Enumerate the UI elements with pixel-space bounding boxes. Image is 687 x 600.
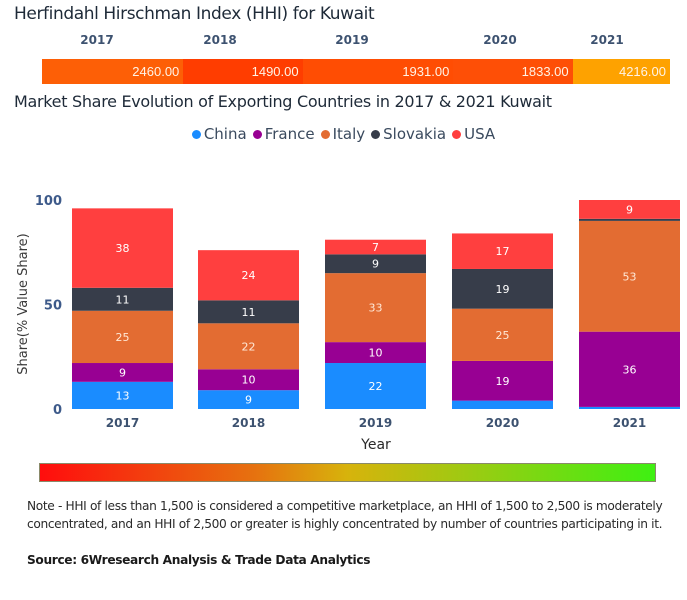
data-label: 53 <box>623 270 637 283</box>
data-label: 38 <box>116 242 130 255</box>
legend-item-slovakia[interactable]: Slovakia <box>371 125 446 143</box>
legend-label: China <box>203 125 247 143</box>
data-label: 7 <box>372 241 379 254</box>
bar-segment-italy-2020[interactable] <box>452 308 553 361</box>
data-label: 9 <box>245 394 252 407</box>
legend-dot-icon <box>252 129 262 139</box>
legend-item-china[interactable]: China <box>191 125 247 143</box>
data-label: 19 <box>496 283 510 296</box>
bar-segment-france-2017[interactable] <box>72 363 173 382</box>
hhi-year-2020: 2020 <box>483 33 517 47</box>
data-label: 10 <box>369 347 383 360</box>
hhi-year-2019: 2019 <box>335 33 369 47</box>
hhi-color-scale <box>39 463 656 482</box>
hhi-cell-2018: 1490.00 <box>183 59 303 84</box>
bar-segment-china-2019[interactable] <box>325 363 426 409</box>
legend-dot-icon <box>320 129 330 139</box>
bar-segment-slovakia-2020[interactable] <box>452 268 553 309</box>
legend-item-france[interactable]: France <box>252 125 315 143</box>
bar-segment-china-2020[interactable] <box>452 400 553 409</box>
y-tick-label: 0 <box>53 403 62 418</box>
note-text: Note - HHI of less than 1,500 is conside… <box>27 499 663 531</box>
legend-item-usa[interactable]: USA <box>452 125 495 143</box>
bar-segment-france-2021[interactable] <box>579 331 680 407</box>
data-label: 24 <box>242 269 256 282</box>
legend-item-italy[interactable]: Italy <box>320 125 366 143</box>
data-label: 22 <box>369 380 383 393</box>
data-label: 25 <box>496 329 510 342</box>
x-tick-label: 2021 <box>613 416 646 430</box>
bar-segment-usa-2021[interactable] <box>579 200 680 219</box>
bar-segment-usa-2018[interactable] <box>198 250 299 301</box>
bar-segment-slovakia-2018[interactable] <box>198 300 299 324</box>
data-label: 25 <box>116 331 130 344</box>
data-label: 36 <box>623 363 637 376</box>
chart-legend: China France Italy Slovakia USA <box>0 125 687 143</box>
bar-segment-china-2018[interactable] <box>198 390 299 409</box>
bar-segment-italy-2017[interactable] <box>72 310 173 364</box>
bar-segment-china-2021[interactable] <box>579 406 680 409</box>
data-label: 9 <box>119 366 126 379</box>
bar-segment-slovakia-2017[interactable] <box>72 287 173 311</box>
bar-segment-usa-2019[interactable] <box>325 239 426 255</box>
legend-dot-icon <box>371 129 381 139</box>
data-label: 9 <box>626 203 633 216</box>
bar-segment-france-2019[interactable] <box>325 342 426 364</box>
hhi-year-2018: 2018 <box>203 33 237 47</box>
hhi-year-row: 2017 2018 2019 2020 2021 <box>42 33 670 49</box>
stacked-bar-chart: 0 50 100 Share(% Value Share) 13 9 25 11 38 2017 9… <box>16 194 680 453</box>
y-tick-label: 100 <box>35 194 62 209</box>
hhi-cell-2019: 1931.00 <box>302 59 454 84</box>
bar-segment-italy-2021[interactable] <box>579 220 680 332</box>
data-label: 9 <box>372 258 379 271</box>
x-tick-label: 2020 <box>486 416 519 430</box>
bar-segment-france-2020[interactable] <box>452 360 553 401</box>
data-label: 11 <box>242 306 256 319</box>
hhi-cell-2020: 1833.00 <box>453 59 573 84</box>
data-label: 10 <box>242 374 256 387</box>
bar-segment-slovakia-2019[interactable] <box>325 254 426 274</box>
bar-segment-slovakia-2021[interactable] <box>579 218 680 221</box>
x-tick-label: 2019 <box>359 416 392 430</box>
data-label: 11 <box>116 293 130 306</box>
bar-segment-italy-2019[interactable] <box>325 273 426 343</box>
x-tick-label: 2018 <box>232 416 265 430</box>
hhi-bar: 2460.00 1490.00 1931.00 1833.00 4216.00 <box>42 59 670 84</box>
legend-label: Slovakia <box>383 125 447 143</box>
x-axis-label: Year <box>360 437 391 453</box>
data-label: 19 <box>496 375 510 388</box>
legend-dot-icon <box>452 129 462 139</box>
hhi-year-2021: 2021 <box>590 33 624 47</box>
data-label: 33 <box>369 302 383 315</box>
y-tick-label: 50 <box>44 299 62 314</box>
data-label: 13 <box>116 389 130 402</box>
hhi-year-2017: 2017 <box>80 33 114 47</box>
hhi-cell-2021: 4216.00 <box>572 59 670 84</box>
bar-segment-usa-2020[interactable] <box>452 233 553 269</box>
data-label: 17 <box>496 245 510 258</box>
bar-segment-china-2017[interactable] <box>72 381 173 409</box>
hhi-cell-2017: 2460.00 <box>42 59 184 84</box>
x-tick-label: 2017 <box>106 416 139 430</box>
bar-segment-usa-2017[interactable] <box>72 208 173 288</box>
legend-label: Italy <box>332 125 366 143</box>
source-text: Source: 6Wresearch Analysis & Trade Data… <box>27 553 371 567</box>
chart-title: Market Share Evolution of Exporting Coun… <box>14 92 552 111</box>
data-label: 22 <box>242 340 256 353</box>
legend-dot-icon <box>191 129 201 139</box>
legend-label: USA <box>464 125 496 143</box>
bar-segment-france-2018[interactable] <box>198 369 299 391</box>
y-axis-label: Share(% Value Share) <box>16 233 31 375</box>
legend-label: France <box>264 125 315 143</box>
bar-segment-italy-2018[interactable] <box>198 323 299 370</box>
hhi-title: Herfindahl Hirschman Index (HHI) for Kuw… <box>14 4 375 24</box>
